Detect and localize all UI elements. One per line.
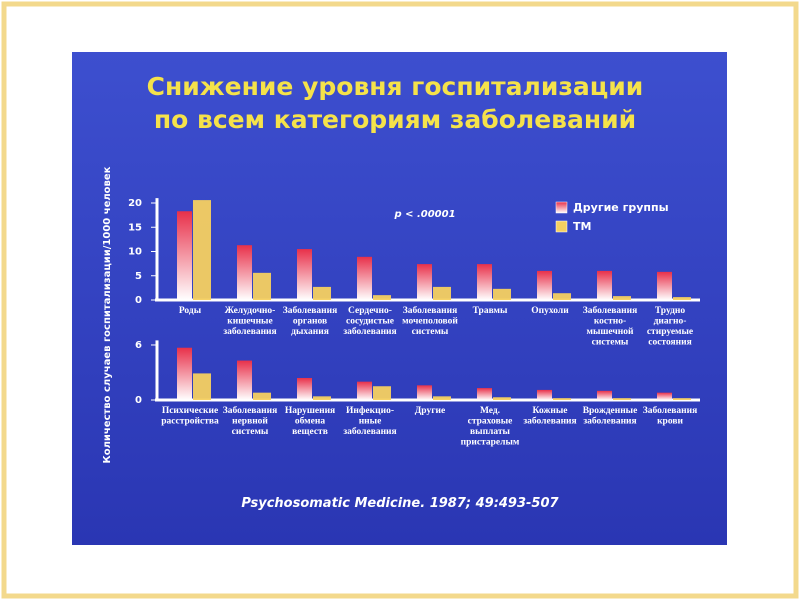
x-tick-label: Другие [415, 406, 445, 416]
bar [193, 200, 211, 300]
legend-label: ТМ [573, 220, 591, 233]
y-tick-label: 10 [128, 247, 142, 258]
x-tick-label: Травмы [473, 306, 508, 316]
x-tick-label: Врожденные заболевания [583, 406, 638, 427]
x-tick-label: Заболевания крови [643, 405, 698, 427]
x-tick-label: Опухоли [531, 306, 569, 316]
bar [597, 270, 612, 300]
x-tick-label: Желудочно-кишечные заболевания [223, 306, 276, 337]
x-tick-label: Нарушения обмена веществ [285, 406, 335, 437]
source: Psychosomatic Medicine. 1987; 49:493-507 [241, 496, 559, 511]
bar [297, 377, 312, 400]
legend-label: Другие группы [573, 201, 669, 214]
y-tick-label: 0 [135, 395, 142, 406]
bar [613, 296, 631, 300]
bar [433, 396, 451, 400]
bar [373, 295, 391, 300]
x-tick-label: Сердечно-сосудистые заболевания [343, 306, 396, 337]
title: Снижение уровня госпитализации по всем ка… [147, 72, 644, 134]
annotation: p < .00001 [393, 209, 455, 220]
bar [553, 398, 571, 400]
y-tick-label: 0 [135, 295, 142, 306]
x-tick-label: Заболевания костно-мышечной системы [583, 305, 638, 348]
bar [253, 392, 271, 400]
bar [297, 249, 312, 300]
x-tick-label: Роды [179, 306, 202, 316]
y-tick-label: 6 [135, 340, 142, 351]
bar [193, 373, 211, 400]
bar [357, 256, 372, 300]
bar [357, 381, 372, 400]
x-tick-label: Кожные заболевания [523, 406, 576, 427]
x-tick-label: Психические расстройства [161, 406, 219, 427]
bar [253, 272, 271, 300]
bar [237, 245, 252, 300]
x-tick-label: Заболевания нервной системы [223, 405, 278, 437]
bar [177, 211, 192, 300]
bar [177, 347, 192, 400]
bar [657, 392, 672, 400]
bar [537, 270, 552, 300]
x-tick-label: Мед. страховые выплаты пристарелым [461, 406, 520, 448]
bar [553, 293, 571, 300]
y-tick-label: 5 [135, 271, 142, 282]
bar [673, 297, 691, 300]
legend-swatch [555, 220, 568, 233]
bar [433, 286, 451, 300]
x-tick-label: Заболевания органов дыхания [283, 305, 338, 337]
bar [417, 264, 432, 300]
bar [673, 398, 691, 400]
bar [237, 360, 252, 400]
bar [313, 286, 331, 300]
x-tick-label: Трудно диагно-стируемые состояния [647, 306, 693, 348]
bar [373, 386, 391, 400]
bar [417, 385, 432, 400]
bar [493, 397, 511, 400]
bar [613, 398, 631, 400]
bar [597, 390, 612, 400]
bar [493, 288, 511, 300]
y-tick-label: 20 [128, 198, 142, 209]
bar [537, 389, 552, 400]
legend-swatch [555, 201, 568, 214]
x-tick-label: Инфекцио-нные заболевания [343, 405, 396, 437]
y-tick-label: 15 [128, 222, 142, 233]
bar [477, 388, 492, 400]
bar [657, 271, 672, 300]
y-axis-label: Количество случаев госпитализации/1000 ч… [102, 166, 113, 463]
x-tick-label: Заболевания мочеполовой системы [402, 305, 458, 337]
bar [313, 396, 331, 400]
bar [477, 264, 492, 300]
